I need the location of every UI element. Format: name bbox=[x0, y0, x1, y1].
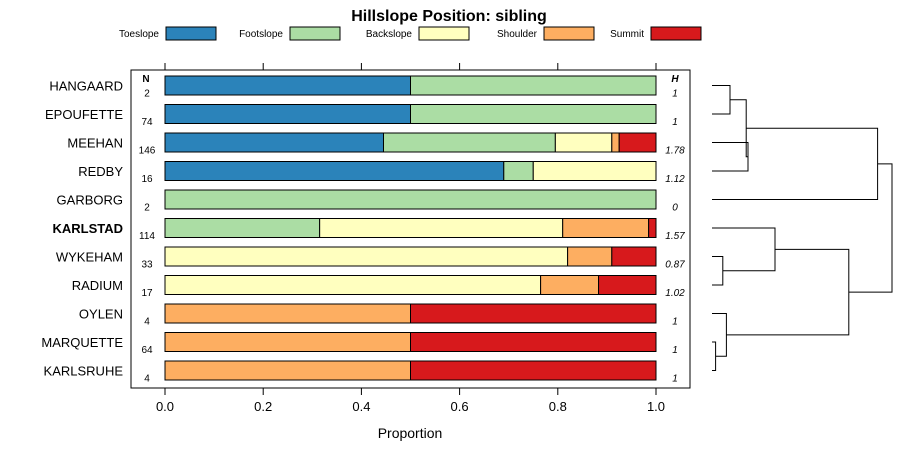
chart-title: Hillslope Position: sibling bbox=[351, 8, 547, 25]
x-tick-label-3: 0.6 bbox=[451, 399, 469, 414]
row-label-wykeham: WYKEHAM bbox=[56, 250, 123, 265]
row-label-redby: REDBY bbox=[78, 164, 123, 179]
dendrogram-merge-7 bbox=[712, 313, 727, 357]
row-label-garborg: GARBORG bbox=[57, 193, 123, 208]
legend-label-backslope: Backslope bbox=[366, 29, 413, 40]
bar-meehan-backslope bbox=[554, 132, 613, 153]
bar-radium-backslope bbox=[164, 275, 542, 295]
dendrogram-merge-6 bbox=[712, 341, 717, 371]
bar-meehan-summit bbox=[618, 132, 657, 153]
bar-karlstad-backslope bbox=[319, 218, 564, 238]
dendrogram-merge-2 bbox=[730, 99, 748, 158]
bar-marquette-summit bbox=[410, 332, 657, 352]
x-axis-title: Proportion bbox=[378, 425, 443, 441]
x-tick-label-1: 0.2 bbox=[254, 399, 272, 414]
bar-wykeham-backslope bbox=[164, 246, 569, 267]
row-labels-group: HANGAARD 2 1 EPOUFETTE 74 1 MEEHAN 146 1.78 REDBY… bbox=[41, 79, 685, 385]
x-tick-label-0: 0.0 bbox=[156, 399, 174, 414]
n-value-oylen: 4 bbox=[144, 317, 150, 328]
row-label-karlsruhe: KARLSRUHE bbox=[44, 364, 124, 379]
h-value-epoufette: 1 bbox=[672, 117, 678, 128]
n-column-header: N bbox=[142, 74, 149, 85]
n-value-meehan: 146 bbox=[139, 146, 156, 157]
n-value-redby: 16 bbox=[141, 174, 153, 185]
row-label-hangaard: HANGAARD bbox=[49, 79, 123, 94]
bar-radium-shoulder bbox=[540, 275, 600, 295]
dendrogram-merge-1 bbox=[712, 142, 749, 172]
bar-redby-toeslope bbox=[164, 161, 505, 181]
dendrogram-merge-9 bbox=[848, 163, 893, 293]
n-value-karlstad: 114 bbox=[139, 231, 155, 242]
bar-meehan-toeslope bbox=[164, 132, 384, 153]
row-label-karlstad: KARLSTAD bbox=[52, 221, 123, 236]
h-column-header: H bbox=[671, 74, 679, 85]
legend-label-footslope: Footslope bbox=[239, 29, 283, 40]
bars-group bbox=[164, 75, 657, 381]
dendrogram-merge-4 bbox=[712, 256, 724, 286]
h-value-hangaard: 1 bbox=[672, 89, 678, 100]
legend-swatch-backslope bbox=[418, 26, 470, 41]
legend: Toeslope Footslope Backslope Shoulder Summit bbox=[119, 26, 702, 41]
legend-swatch-shoulder bbox=[543, 26, 595, 41]
dendrogram-merge-5 bbox=[712, 227, 776, 272]
bar-epoufette-toeslope bbox=[164, 104, 411, 124]
n-value-wykeham: 33 bbox=[141, 260, 153, 271]
x-tick-label-4: 0.8 bbox=[549, 399, 567, 414]
h-value-karlstad: 1.57 bbox=[665, 231, 685, 242]
h-value-wykeham: 0.87 bbox=[665, 260, 685, 271]
h-value-garborg: 0 bbox=[672, 203, 678, 214]
bar-hangaard-footslope bbox=[410, 75, 657, 96]
row-label-radium: RADIUM bbox=[72, 278, 123, 293]
x-tick-label-2: 0.4 bbox=[352, 399, 370, 414]
n-value-hangaard: 2 bbox=[144, 89, 150, 100]
h-value-oylen: 1 bbox=[672, 317, 678, 328]
n-value-epoufette: 74 bbox=[141, 117, 153, 128]
n-value-radium: 17 bbox=[141, 288, 153, 299]
bar-redby-footslope bbox=[503, 161, 534, 181]
bar-radium-summit bbox=[598, 275, 657, 295]
bar-epoufette-footslope bbox=[410, 104, 657, 124]
bar-hangaard-toeslope bbox=[164, 75, 411, 96]
bar-meehan-footslope bbox=[382, 132, 556, 153]
h-value-radium: 1.02 bbox=[665, 288, 685, 299]
legend-swatch-summit bbox=[650, 26, 702, 41]
row-label-oylen: OYLEN bbox=[79, 307, 123, 322]
legend-swatch-footslope bbox=[289, 26, 341, 41]
n-value-garborg: 2 bbox=[144, 203, 150, 214]
dendrogram-merge-8 bbox=[726, 248, 850, 336]
bar-meehan-shoulder bbox=[611, 132, 620, 153]
bar-karlstad-shoulder bbox=[562, 218, 650, 238]
bar-karlstad-footslope bbox=[164, 218, 321, 238]
bar-garborg-footslope bbox=[164, 189, 657, 210]
h-value-marquette: 1 bbox=[672, 345, 678, 356]
legend-label-summit: Summit bbox=[610, 29, 644, 40]
bar-karlsruhe-summit bbox=[410, 360, 657, 381]
bar-karlsruhe-shoulder bbox=[164, 360, 411, 381]
bar-oylen-summit bbox=[410, 303, 657, 324]
x-axis: 0.0 0.2 0.4 0.6 0.8 1.0 bbox=[156, 63, 665, 414]
bar-wykeham-shoulder bbox=[567, 246, 613, 267]
n-value-karlsruhe: 4 bbox=[144, 374, 150, 385]
bar-redby-backslope bbox=[532, 161, 657, 181]
bar-oylen-shoulder bbox=[164, 303, 411, 324]
bar-marquette-shoulder bbox=[164, 332, 411, 352]
bar-wykeham-summit bbox=[611, 246, 657, 267]
h-value-karlsruhe: 1 bbox=[672, 374, 678, 385]
row-label-marquette: MARQUETTE bbox=[41, 335, 123, 350]
dendrogram-merge-0 bbox=[712, 85, 731, 115]
legend-label-shoulder: Shoulder bbox=[497, 29, 538, 40]
row-label-epoufette: EPOUFETTE bbox=[45, 107, 123, 122]
h-value-redby: 1.12 bbox=[665, 174, 685, 185]
legend-label-toeslope: Toeslope bbox=[119, 29, 159, 40]
dendrogram-merge-3 bbox=[712, 127, 879, 200]
n-value-marquette: 64 bbox=[141, 345, 153, 356]
dendrogram bbox=[712, 85, 893, 371]
plot-frame bbox=[130, 69, 691, 389]
bar-karlstad-summit bbox=[648, 218, 657, 238]
h-value-meehan: 1.78 bbox=[665, 146, 685, 157]
x-tick-label-5: 1.0 bbox=[647, 399, 665, 414]
legend-swatch-toeslope bbox=[165, 26, 217, 41]
row-label-meehan: MEEHAN bbox=[67, 136, 123, 151]
